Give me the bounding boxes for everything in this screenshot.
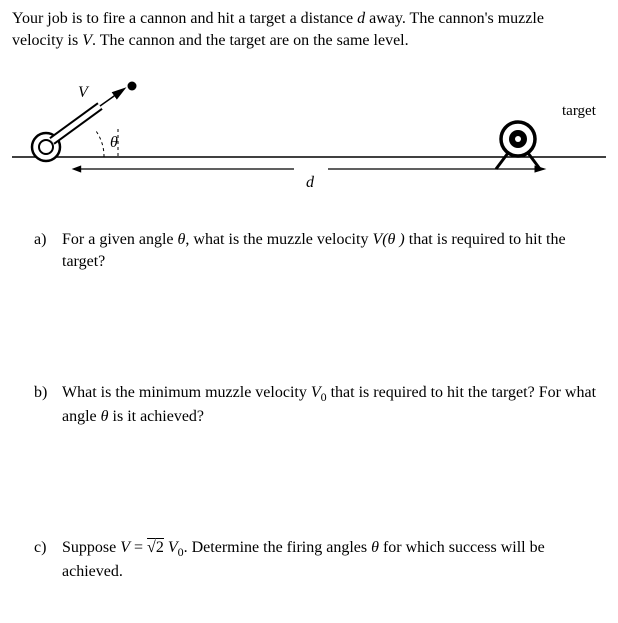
question-body: For a given angle θ, what is the muzzle … [62, 229, 606, 272]
question-label: a) [34, 229, 62, 272]
question-body: What is the minimum muzzle velocity V0 t… [62, 382, 606, 427]
var-d: d [357, 10, 365, 27]
intro-text: Your job is to fire a cannon and hit a t… [12, 10, 357, 27]
var-V: V [82, 32, 92, 49]
sqrt-icon: √ [147, 539, 156, 556]
question-c: c) Suppose V = √√22 V0. Determine the fi… [12, 537, 606, 582]
cannon-diagram: V θ target d [12, 69, 606, 199]
question-label: c) [34, 537, 62, 582]
question-a: a) For a given angle θ, what is the muzz… [12, 229, 606, 272]
label-V: V [78, 84, 90, 101]
intro-text: away. The cannon's muzzle [365, 10, 544, 27]
label-theta: θ [110, 134, 118, 151]
label-d: d [306, 174, 315, 191]
question-body: Suppose V = √√22 V0. Determine the firin… [62, 537, 606, 582]
problem-intro: Your job is to fire a cannon and hit a t… [12, 8, 606, 51]
intro-text: velocity is [12, 32, 82, 49]
question-label: b) [34, 382, 62, 427]
intro-text: . The cannon and the target are on the s… [92, 32, 409, 49]
question-b: b) What is the minimum muzzle velocity V… [12, 382, 606, 427]
label-target: target [562, 103, 597, 119]
